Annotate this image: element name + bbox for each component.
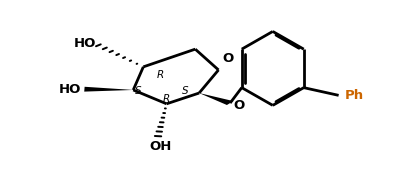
Text: O: O <box>222 52 234 65</box>
Text: HO: HO <box>74 37 96 50</box>
Text: HO: HO <box>59 83 81 96</box>
Text: R: R <box>157 70 164 80</box>
Text: O: O <box>233 99 244 112</box>
Text: S: S <box>182 87 188 97</box>
Text: S: S <box>135 87 142 97</box>
Text: R: R <box>163 94 170 104</box>
Polygon shape <box>84 87 133 92</box>
Polygon shape <box>199 93 233 105</box>
Text: Ph: Ph <box>345 89 364 102</box>
Text: OH: OH <box>149 140 171 153</box>
